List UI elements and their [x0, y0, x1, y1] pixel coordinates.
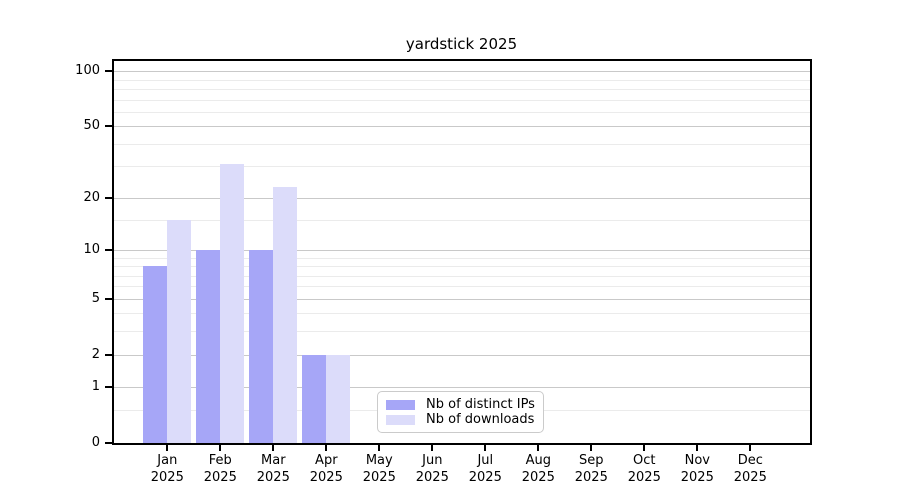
bar-downloads-mar: [273, 187, 298, 443]
bar-distinct-ips-mar: [249, 249, 274, 443]
major-gridline: [114, 354, 810, 356]
legend-label: Nb of downloads: [426, 412, 535, 427]
y-tick-mark: [105, 442, 112, 444]
minor-gridline: [114, 275, 810, 277]
x-tick-mark: [643, 445, 646, 451]
bar-distinct-ips-feb: [196, 249, 221, 443]
legend-label: Nb of distinct IPs: [426, 397, 535, 412]
minor-gridline: [114, 166, 810, 168]
y-tick-label: 2: [91, 346, 100, 362]
plot-area: [112, 59, 812, 445]
y-tick-mark: [105, 297, 112, 300]
x-tick-label: Jul 2025: [468, 453, 502, 485]
minor-gridline: [114, 331, 810, 333]
minor-gridline: [114, 219, 810, 221]
major-gridline: [114, 298, 810, 300]
y-tick-label: 10: [83, 241, 100, 257]
x-tick-mark: [484, 445, 487, 451]
legend-item-downloads: Nb of downloads: [386, 412, 535, 427]
minor-gridline: [114, 89, 810, 91]
legend: Nb of distinct IPs Nb of downloads: [377, 391, 544, 433]
x-tick-label: Jan 2025: [150, 453, 184, 485]
y-tick-label: 5: [91, 290, 100, 306]
x-tick-label: Jun 2025: [415, 453, 449, 485]
x-tick-mark: [219, 445, 222, 451]
x-tick-mark: [166, 445, 169, 451]
x-tick-mark: [325, 445, 328, 451]
x-tick-label: Aug 2025: [521, 453, 555, 485]
x-tick-label: Dec 2025: [733, 453, 767, 485]
legend-swatch-distinct-ips: [386, 399, 415, 410]
x-tick-label: Feb 2025: [203, 453, 237, 485]
minor-gridline: [114, 79, 810, 81]
chart-title: yardstick 2025: [405, 35, 518, 53]
x-tick-label: Sep 2025: [574, 453, 608, 485]
x-tick-mark: [272, 445, 275, 451]
x-tick-mark: [431, 445, 434, 451]
x-tick-mark: [696, 445, 699, 451]
minor-gridline: [114, 313, 810, 315]
bar-downloads-apr: [326, 354, 351, 443]
major-gridline: [114, 126, 810, 128]
y-tick-mark: [105, 248, 112, 251]
y-tick-mark: [105, 196, 112, 199]
major-gridline: [114, 197, 810, 199]
y-tick-mark: [105, 125, 112, 128]
y-tick-label: 0: [91, 435, 100, 450]
x-tick-label: Nov 2025: [680, 453, 714, 485]
bar-downloads-feb: [220, 163, 245, 443]
x-tick-mark: [590, 445, 593, 451]
x-tick-mark: [749, 445, 752, 451]
minor-gridline: [114, 257, 810, 259]
minor-gridline: [114, 266, 810, 268]
y-tick-label: 20: [83, 189, 100, 205]
minor-gridline: [114, 99, 810, 101]
major-gridline: [114, 387, 810, 389]
minor-gridline: [114, 111, 810, 113]
y-tick-label: 100: [75, 63, 100, 79]
bar-distinct-ips-jan: [143, 266, 168, 443]
bar-downloads-jan: [167, 219, 192, 443]
y-tick-mark: [105, 70, 112, 73]
bar-distinct-ips-apr: [302, 354, 327, 443]
y-tick-mark: [105, 386, 112, 389]
major-gridline: [114, 71, 810, 73]
y-tick-mark: [105, 353, 112, 356]
minor-gridline: [114, 143, 810, 145]
x-tick-label: Apr 2025: [309, 453, 343, 485]
legend-item-distinct-ips: Nb of distinct IPs: [386, 397, 535, 412]
x-tick-label: Mar 2025: [256, 453, 290, 485]
major-gridline: [114, 249, 810, 251]
x-tick-mark: [378, 445, 381, 451]
minor-gridline: [114, 286, 810, 288]
y-tick-label: 50: [83, 118, 100, 134]
x-tick-label: Oct 2025: [627, 453, 661, 485]
y-tick-label: 1: [91, 379, 100, 395]
legend-swatch-downloads: [386, 414, 415, 425]
x-tick-label: May 2025: [362, 453, 396, 485]
x-tick-mark: [537, 445, 540, 451]
